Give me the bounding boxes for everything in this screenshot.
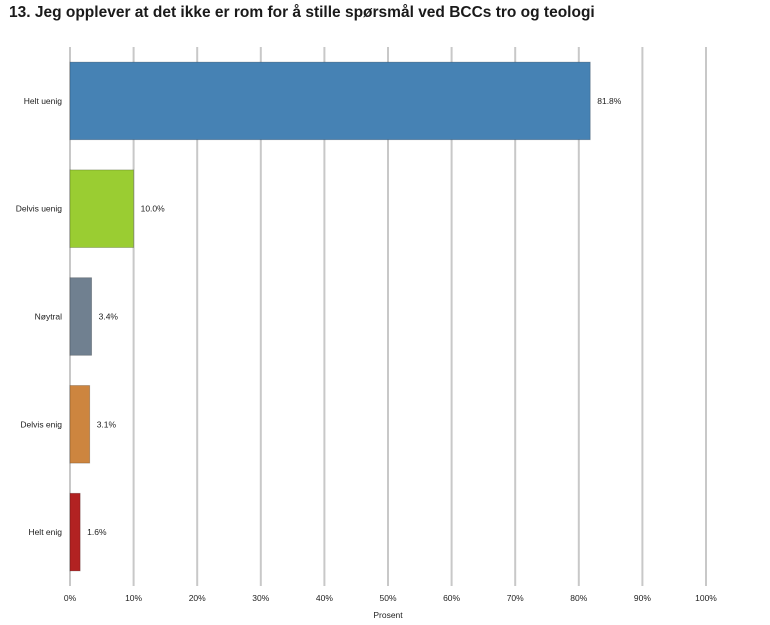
bar-helt-uenig xyxy=(69,61,591,141)
x-tick-label: 40% xyxy=(316,593,333,603)
category-label: Delvis uenig xyxy=(16,204,63,214)
x-axis-title: Prosent xyxy=(373,610,403,620)
bar-nøytral xyxy=(69,277,93,356)
x-tick-label: 100% xyxy=(695,593,717,603)
bar-helt-enig xyxy=(69,492,81,572)
x-tick-label: 70% xyxy=(507,593,524,603)
value-label: 3.1% xyxy=(97,419,117,429)
x-tick-label: 60% xyxy=(443,593,460,603)
x-tick-label: 30% xyxy=(252,593,269,603)
x-tick-label: 50% xyxy=(379,593,396,603)
x-tick-label: 10% xyxy=(125,593,142,603)
value-label: 3.4% xyxy=(99,312,119,322)
chart-title: 13. Jeg opplever at det ikke er rom for … xyxy=(9,4,595,21)
x-tick-label: 80% xyxy=(570,593,587,603)
x-tick-label: 0% xyxy=(64,593,77,603)
labels: 0% 10% 20% 30% 40% 50% 60% 70% 80% 90% 100% Helt ue… xyxy=(16,96,718,603)
x-tick-label: 90% xyxy=(634,593,651,603)
bar-delvis-enig xyxy=(69,385,91,464)
bar-delvis-uenig xyxy=(69,169,134,248)
category-label: Helt enig xyxy=(28,527,62,537)
category-label: Helt uenig xyxy=(24,96,63,106)
value-label: 10.0% xyxy=(141,204,166,214)
category-label: Delvis enig xyxy=(20,419,62,429)
x-tick-label: 20% xyxy=(189,593,206,603)
value-label: 81.8% xyxy=(597,96,622,106)
bars xyxy=(69,61,591,572)
value-label: 1.6% xyxy=(87,527,107,537)
category-label: Nøytral xyxy=(35,312,63,322)
